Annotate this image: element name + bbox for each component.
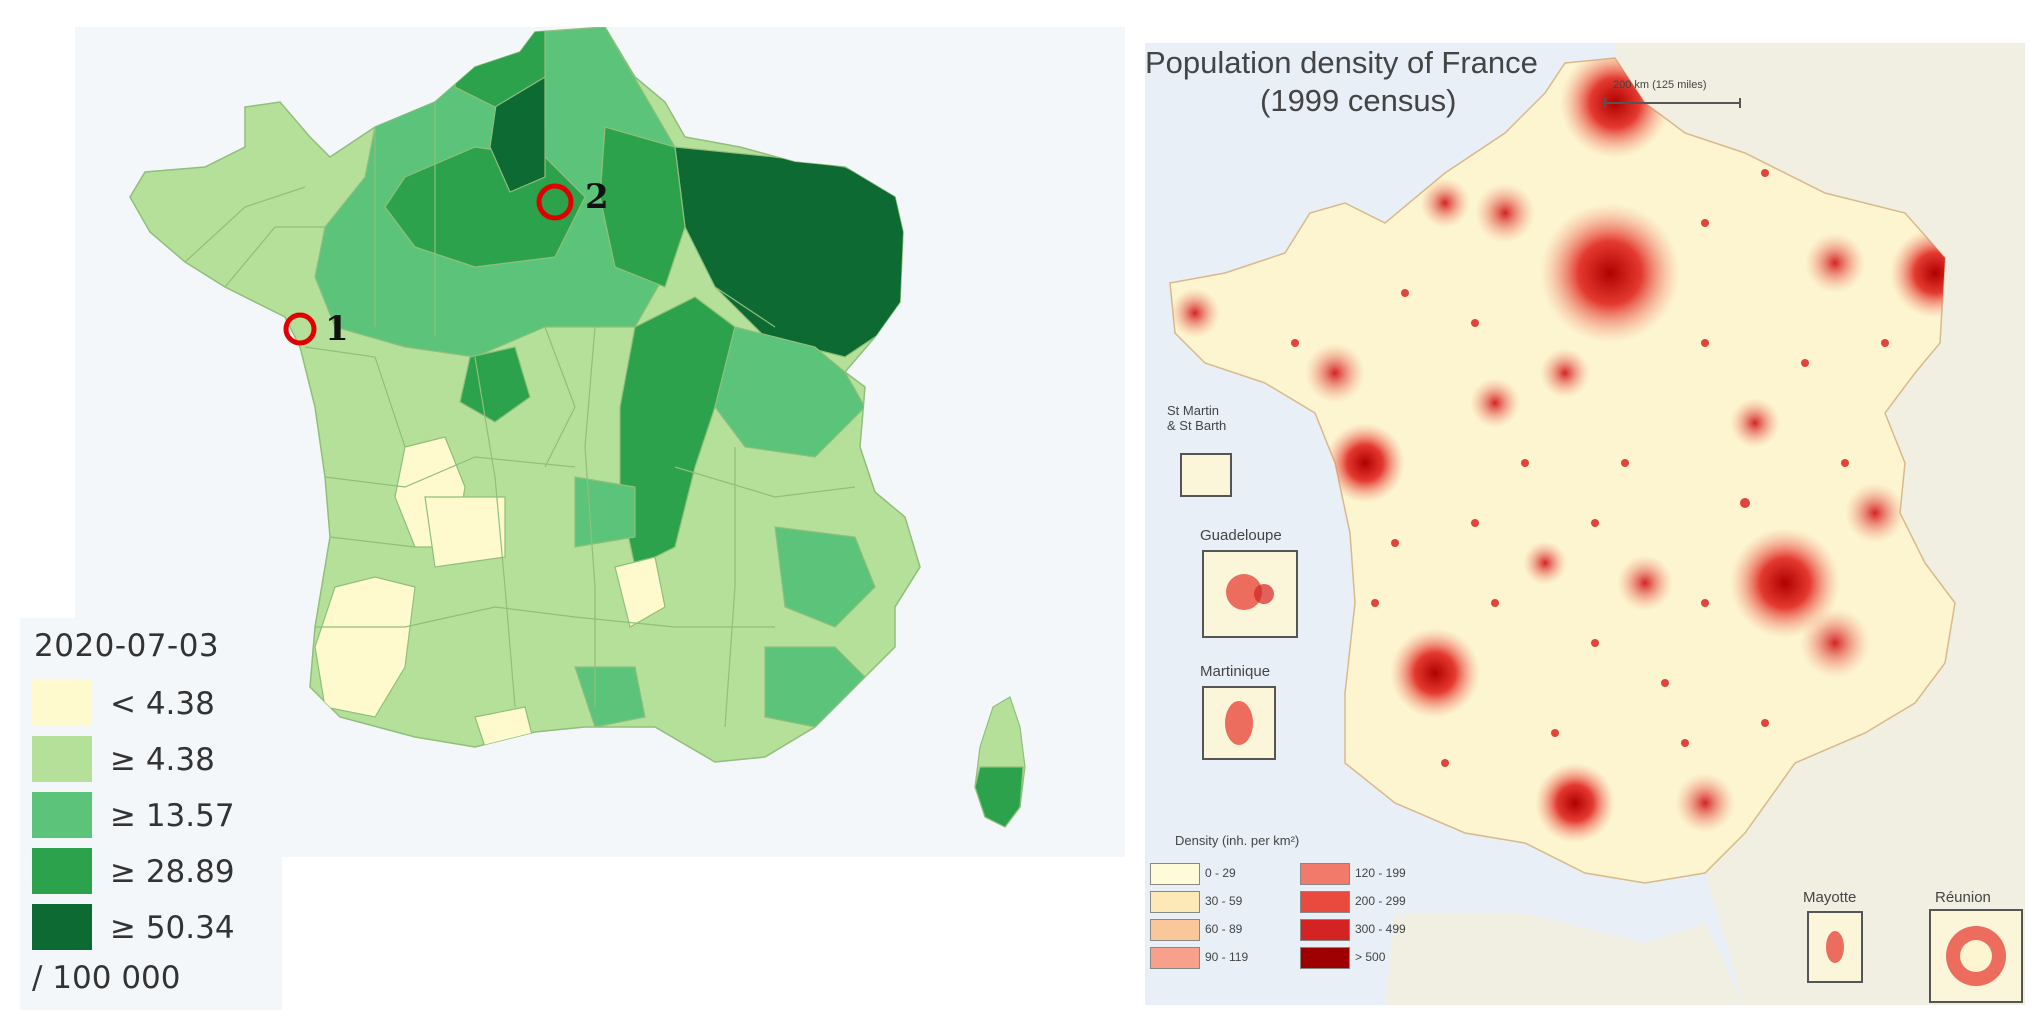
hotspot-paris <box>1540 203 1680 343</box>
density-swatch <box>1300 947 1350 969</box>
inset-label-st-martin: St Martin & St Barth <box>1167 403 1227 433</box>
hotspot-toulouse <box>1535 763 1615 843</box>
incidence-legend: 2020-07-03 < 4.38 ≥ 4.38 ≥ 13.57 ≥ 28.89… <box>20 618 282 1010</box>
region-charente-low <box>424 496 506 568</box>
inset-label-mayotte: Mayotte <box>1803 889 1857 906</box>
corsica-south <box>974 766 1024 828</box>
legend-swatch <box>32 736 92 782</box>
region-burgundy-corridor <box>619 296 736 568</box>
marker-1-circle <box>283 312 317 346</box>
hotspot-le-havre <box>1420 178 1470 228</box>
hotspot-rouen <box>1475 183 1535 243</box>
region-meuse <box>599 126 686 288</box>
neighbour-land <box>1615 43 2025 1005</box>
hotspot-dijon <box>1730 398 1780 448</box>
hotspot-tours <box>1470 378 1520 428</box>
region-franche-comte <box>714 326 866 458</box>
hotspot-montpellier <box>1675 773 1735 833</box>
hotspot-metz <box>1805 233 1865 293</box>
hotspot-orleans <box>1540 348 1590 398</box>
inset-label-reunion: Réunion <box>1935 889 1991 906</box>
hotspot-grenoble <box>1800 608 1870 678</box>
region-herault <box>574 666 646 728</box>
marker-2-label: 2 <box>585 177 609 217</box>
hotspot-bordeaux <box>1390 628 1480 718</box>
density-swatch <box>1300 919 1350 941</box>
density-swatch <box>1150 863 1200 885</box>
legend-row-0: < 4.38 <box>32 680 272 728</box>
density-label: 0 - 29 <box>1205 866 1236 880</box>
legend-label: ≥ 50.34 <box>110 910 235 946</box>
map-title-line2: (1999 census) <box>1260 83 1457 118</box>
region-alps <box>774 526 876 628</box>
density-swatch <box>1150 919 1200 941</box>
hotspot-clermont <box>1617 555 1673 611</box>
legend-label: ≥ 28.89 <box>110 854 235 890</box>
population-density-map <box>1145 43 2025 1005</box>
inset-label-martinique: Martinique <box>1200 663 1271 680</box>
hotspot-limoges <box>1523 541 1567 585</box>
legend-row-2: ≥ 13.57 <box>32 792 272 840</box>
region-loiret <box>459 346 531 423</box>
legend-swatch <box>32 848 92 894</box>
density-legend-title: Density (inh. per km²) <box>1175 833 1300 848</box>
legend-swatch <box>32 680 92 726</box>
density-swatch <box>1150 947 1200 969</box>
density-swatch <box>1300 891 1350 913</box>
legend-label: < 4.38 <box>110 686 215 722</box>
density-label: 200 - 299 <box>1355 894 1406 908</box>
density-label: 60 - 89 <box>1205 922 1243 936</box>
density-label: 30 - 59 <box>1205 894 1243 908</box>
hotspot-brest <box>1170 288 1220 338</box>
inset-reunion <box>1929 909 2023 1003</box>
map-title-line1: Population density of France <box>1145 45 1538 80</box>
density-swatch <box>1150 891 1200 913</box>
hotspot-rennes <box>1305 343 1365 403</box>
hotspot-geneva <box>1845 483 1905 543</box>
marker-2-circle <box>536 183 574 221</box>
legend-date: 2020-07-03 <box>34 628 220 664</box>
region-provence <box>764 646 866 728</box>
inset-martinique <box>1202 686 1276 760</box>
legend-swatch <box>32 904 92 950</box>
region-auvergne-low <box>614 556 666 628</box>
marker-1-label: 1 <box>325 309 349 349</box>
hotspot-lyon <box>1730 528 1840 638</box>
hotspot-strasbourg <box>1890 228 1955 318</box>
inset-label-guadeloupe: Guadeloupe <box>1200 527 1282 544</box>
density-swatch <box>1300 863 1350 885</box>
legend-row-4: ≥ 50.34 <box>32 904 272 952</box>
hotspot-nantes <box>1325 423 1405 503</box>
density-label: > 500 <box>1355 950 1386 964</box>
france-land <box>1169 57 1956 884</box>
legend-label: ≥ 4.38 <box>110 742 215 778</box>
france-departments-choropleth <box>129 27 1026 828</box>
density-label: 300 - 499 <box>1355 922 1406 936</box>
scale-label: 200 km (125 miles) <box>1613 79 1707 91</box>
inset-guadeloupe <box>1202 550 1298 638</box>
region-south-west-low <box>314 576 416 718</box>
legend-row-3: ≥ 28.89 <box>32 848 272 896</box>
inset-mayotte <box>1807 911 1863 983</box>
legend-unit: / 100 000 <box>32 960 181 996</box>
region-centre-east <box>574 476 636 548</box>
spain-land <box>1385 913 1745 1005</box>
density-label: 90 - 119 <box>1205 950 1249 964</box>
density-label: 120 - 199 <box>1355 866 1406 880</box>
legend-swatch <box>32 792 92 838</box>
legend-label: ≥ 13.57 <box>110 798 235 834</box>
inset-st-martin <box>1180 453 1232 497</box>
population-density-map-panel: Population density of France (1999 censu… <box>1145 43 2025 1005</box>
legend-row-1: ≥ 4.38 <box>32 736 272 784</box>
